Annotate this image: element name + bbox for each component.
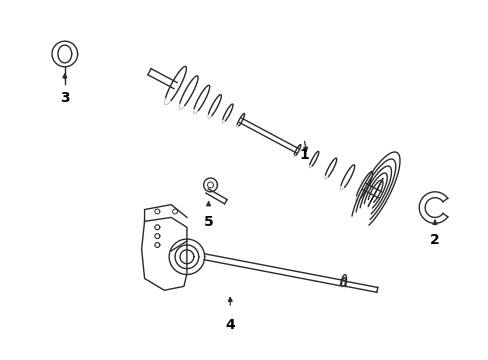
Text: 5: 5: [203, 215, 213, 229]
Text: 4: 4: [225, 318, 235, 332]
Text: 1: 1: [299, 148, 308, 162]
Text: 3: 3: [60, 91, 69, 105]
Text: 2: 2: [429, 233, 439, 247]
